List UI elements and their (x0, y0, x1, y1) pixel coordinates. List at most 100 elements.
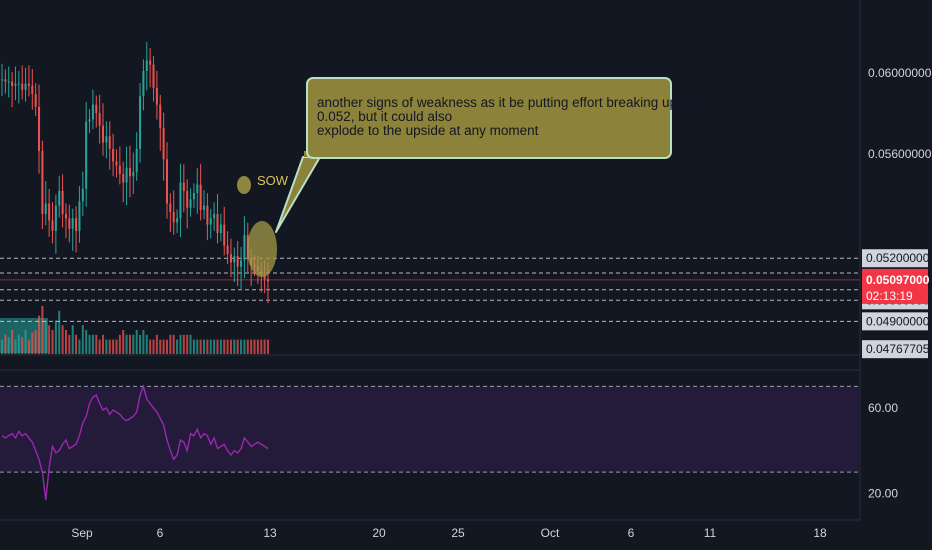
volume-bar (95, 334, 98, 354)
volume-bar (223, 339, 226, 354)
volume-bar (145, 334, 148, 354)
candle-body (203, 205, 206, 210)
volume-bar (115, 339, 118, 354)
volume-bar (179, 334, 182, 354)
volume-bar (206, 339, 209, 354)
candle-body (155, 87, 158, 105)
candle-body (105, 136, 108, 143)
candle-body (233, 256, 236, 263)
volume-bar (216, 339, 219, 354)
volume-bar (54, 320, 57, 354)
candle-body (135, 148, 138, 172)
volume-bar (4, 334, 7, 354)
candle-body (64, 214, 67, 219)
volume-bar (51, 330, 54, 354)
volume-bar (155, 334, 158, 354)
volume-bar (71, 325, 74, 354)
rsi-tick-label: 60.00 (868, 401, 898, 415)
volume-bar (128, 334, 131, 354)
candle-body (81, 188, 84, 202)
candle-body (85, 121, 88, 189)
volume-bar (135, 330, 138, 354)
candle-body (41, 150, 44, 215)
price-tick-label: 0.05600000 (868, 147, 932, 161)
volume-bar (112, 339, 115, 354)
volume-bar (233, 339, 236, 354)
candle-body (216, 214, 219, 233)
volume-bar (260, 339, 263, 354)
candle-body (165, 159, 168, 204)
sow-label: SOW (257, 173, 289, 188)
volume-bar (17, 334, 20, 354)
time-tick-label: 6 (628, 526, 635, 540)
volume-bar (98, 339, 101, 354)
volume-bar (142, 330, 145, 354)
time-tick-label: Sep (71, 526, 93, 540)
candle-body (196, 184, 199, 194)
time-tick-label: 13 (263, 526, 277, 540)
candle-body (24, 83, 27, 90)
candle-body (21, 83, 24, 90)
candle-body (213, 214, 216, 219)
candle-body (162, 127, 165, 160)
candle-body (125, 167, 128, 183)
volume-bar (58, 310, 61, 354)
volume-bar (85, 330, 88, 354)
candle-body (78, 201, 81, 231)
volume-bar (81, 325, 84, 354)
rsi-pane (0, 384, 860, 501)
volume-bar (152, 339, 155, 354)
volume-bar (169, 334, 172, 354)
level-label-box (862, 312, 928, 331)
level-label-text: 0.05200000 (866, 251, 930, 265)
volume-bar (159, 339, 162, 354)
volume-bars (0, 306, 270, 354)
rsi-line (1, 384, 269, 501)
analysis-note[interactable]: another signs of weakness as it be putti… (306, 77, 702, 159)
volume-bar (186, 334, 189, 354)
volume-bar (256, 339, 259, 354)
volume-bar (236, 339, 239, 354)
candle-body (229, 254, 232, 263)
volume-bar (102, 334, 105, 354)
volume-bar (108, 339, 111, 354)
candle-body (206, 205, 209, 225)
volume-bar (88, 334, 91, 354)
price-tick-label: 0.06000000 (868, 66, 932, 80)
candle-body (102, 125, 105, 143)
time-tick-label: 18 (813, 526, 827, 540)
rsi-tick-label: 20.00 (868, 487, 898, 501)
volume-bar (240, 339, 243, 354)
volume-bar (132, 334, 135, 354)
volume-bar (44, 320, 47, 354)
volume-bar (78, 339, 81, 354)
time-tick-label: Oct (541, 526, 560, 540)
price-levels (0, 257, 860, 322)
current-price-text: 0.05097000 (866, 273, 930, 287)
candle-body (58, 190, 61, 206)
level-label-box (862, 249, 928, 268)
candle-body (176, 218, 179, 223)
volume-bar (68, 334, 71, 354)
candle-body (95, 104, 98, 114)
volume-profile-block (0, 318, 48, 353)
sow-marker-large (247, 221, 277, 277)
volume-bar (122, 330, 125, 354)
candle-body (0, 79, 4, 81)
volume-bar (162, 339, 165, 354)
volume-bar (176, 339, 179, 354)
sow-marker-small (237, 176, 251, 194)
candle-body (263, 275, 266, 280)
candle-body (169, 203, 172, 212)
candle-body (14, 83, 17, 86)
candle-body (54, 205, 57, 231)
candle-body (179, 182, 182, 219)
volume-bar (246, 339, 249, 354)
candle-body (145, 60, 148, 72)
volume-bar (243, 339, 246, 354)
candle-body (11, 81, 14, 86)
volume-bar (172, 334, 175, 354)
volume-bar (61, 325, 64, 354)
level-label-box (862, 340, 928, 359)
